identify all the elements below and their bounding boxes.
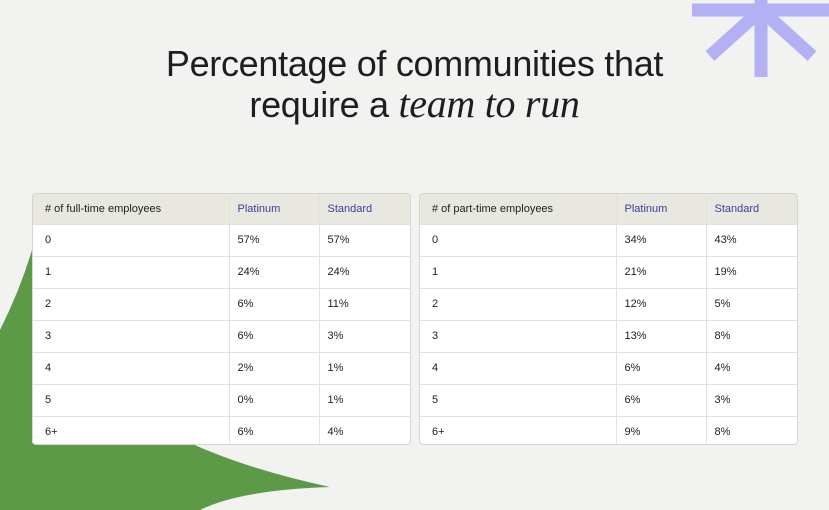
page-title: Percentage of communities that require a… bbox=[0, 44, 829, 125]
standard-cell: 19% bbox=[706, 256, 797, 289]
platinum-cell: 13% bbox=[616, 320, 707, 353]
platinum-cell: 9% bbox=[616, 416, 707, 444]
standard-cell: 4% bbox=[706, 352, 797, 385]
employee-count-cell: 6+ bbox=[420, 416, 617, 444]
table-row: 4 6% 4% bbox=[420, 352, 797, 385]
standard-cell: 24% bbox=[319, 256, 410, 289]
platinum-cell: 57% bbox=[229, 224, 320, 257]
title-line-1: Percentage of communities that bbox=[165, 43, 664, 84]
full-time-table-card: # of full-time employees Platinum Standa… bbox=[32, 193, 411, 445]
employee-count-cell: 5 bbox=[420, 384, 617, 417]
table-row: 1 21% 19% bbox=[420, 256, 797, 289]
table-row: 3 13% 8% bbox=[420, 320, 797, 353]
table-row: 6+ 6% 4% bbox=[33, 416, 410, 444]
title-line-2: require a team to run bbox=[0, 84, 829, 125]
standard-cell: 8% bbox=[706, 320, 797, 353]
standard-cell: 3% bbox=[319, 320, 410, 353]
standard-cell: 4% bbox=[327, 426, 344, 438]
standard-cell: 43% bbox=[706, 224, 797, 257]
employee-count-cell: 3 bbox=[420, 320, 617, 353]
standard-cell: 5% bbox=[706, 288, 797, 321]
platinum-cell: 24% bbox=[229, 256, 320, 289]
asterisk-icon bbox=[692, 0, 829, 77]
standard-cell: 8% bbox=[714, 426, 731, 438]
title-line-2-plain: require a bbox=[249, 84, 399, 125]
column-header-employees: # of full-time employees bbox=[33, 194, 230, 225]
platinum-cell: 0% bbox=[229, 384, 320, 417]
standard-cell: 3% bbox=[706, 384, 797, 417]
platinum-cell: 6% bbox=[229, 288, 320, 321]
part-time-table: # of part-time employees Platinum Standa… bbox=[420, 194, 797, 444]
employee-count-cell: 4 bbox=[420, 352, 617, 385]
employee-count-cell: 5 bbox=[33, 384, 230, 417]
platinum-cell: 6% bbox=[229, 416, 320, 444]
platinum-cell: 12% bbox=[616, 288, 707, 321]
column-header-standard: Standard bbox=[319, 194, 410, 225]
table-row: 6+ 9% 8% bbox=[420, 416, 797, 444]
column-header-employees: # of part-time employees bbox=[420, 194, 617, 225]
part-time-table-card: # of part-time employees Platinum Standa… bbox=[419, 193, 798, 445]
employee-count-cell: 1 bbox=[33, 256, 230, 289]
platinum-cell: 6% bbox=[229, 320, 320, 353]
table-row: 2 12% 5% bbox=[420, 288, 797, 321]
full-time-table: # of full-time employees Platinum Standa… bbox=[33, 194, 410, 444]
employee-count-cell: 6+ bbox=[33, 416, 230, 444]
standard-cell: 11% bbox=[319, 288, 410, 321]
column-header-standard: Standard bbox=[706, 194, 797, 225]
table-row: 5 6% 3% bbox=[420, 384, 797, 417]
standard-cell: 1% bbox=[319, 352, 410, 385]
table-row: 2 6% 11% bbox=[33, 288, 410, 321]
employee-count-cell: 2 bbox=[420, 288, 617, 321]
column-header-platinum: Platinum bbox=[229, 194, 320, 225]
employee-count-cell: 0 bbox=[33, 224, 230, 257]
table-header-row: # of part-time employees Platinum Standa… bbox=[420, 194, 797, 225]
platinum-cell: 2% bbox=[229, 352, 320, 385]
table-header-row: # of full-time employees Platinum Standa… bbox=[33, 194, 410, 225]
platinum-cell: 21% bbox=[616, 256, 707, 289]
employee-count-cell: 0 bbox=[420, 224, 617, 257]
table-row: 4 2% 1% bbox=[33, 352, 410, 385]
employee-count-cell: 1 bbox=[420, 256, 617, 289]
table-row: 0 34% 43% bbox=[420, 224, 797, 257]
table-row: 5 0% 1% bbox=[33, 384, 410, 417]
employee-count-cell: 2 bbox=[33, 288, 230, 321]
employee-count-cell: 3 bbox=[33, 320, 230, 353]
standard-cell: 57% bbox=[319, 224, 410, 257]
platinum-cell: 6% bbox=[616, 352, 707, 385]
platinum-cell: 34% bbox=[616, 224, 707, 257]
standard-cell: 1% bbox=[319, 384, 410, 417]
table-row: 1 24% 24% bbox=[33, 256, 410, 289]
table-row: 0 57% 57% bbox=[33, 224, 410, 257]
title-line-2-italic: team to run bbox=[398, 81, 580, 126]
table-row: 3 6% 3% bbox=[33, 320, 410, 353]
platinum-cell: 6% bbox=[616, 384, 707, 417]
column-header-platinum: Platinum bbox=[616, 194, 707, 225]
employee-count-cell: 4 bbox=[33, 352, 230, 385]
